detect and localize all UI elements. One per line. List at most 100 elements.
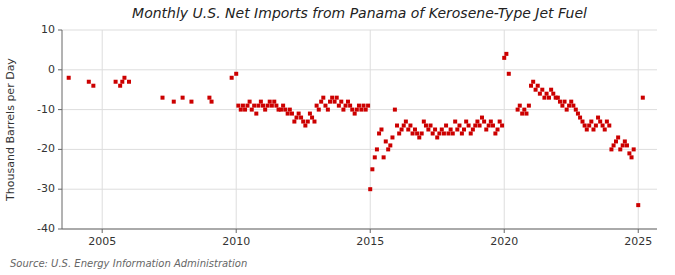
point (353, 112, 357, 116)
point (527, 104, 531, 108)
point (127, 80, 131, 84)
point (283, 108, 287, 112)
point (118, 84, 122, 88)
x-grid-line (370, 30, 371, 229)
x-grid-line (638, 30, 639, 229)
point (609, 147, 613, 151)
point (627, 151, 631, 155)
point (317, 108, 321, 112)
title: Monthly U.S. Net Imports from Panama of … (132, 5, 587, 21)
y-grid-line (62, 149, 657, 150)
point (339, 100, 343, 104)
x-tick (370, 229, 371, 233)
point (268, 100, 272, 104)
point (390, 135, 394, 139)
point (583, 124, 587, 128)
point (460, 131, 464, 135)
point (400, 128, 404, 132)
point (598, 120, 602, 124)
point (491, 124, 495, 128)
point (261, 104, 265, 108)
point (323, 104, 327, 108)
point (556, 96, 560, 100)
point (632, 147, 636, 151)
point (377, 131, 381, 135)
point (272, 100, 276, 104)
point (496, 128, 500, 132)
point (411, 131, 415, 135)
point (493, 131, 497, 135)
point (605, 120, 609, 124)
point (337, 104, 341, 108)
x-tick (638, 229, 639, 233)
x-tick (236, 229, 237, 233)
point (551, 92, 555, 96)
point (321, 96, 325, 100)
point (406, 128, 410, 132)
point (234, 72, 238, 76)
point (319, 100, 323, 104)
point (379, 128, 383, 132)
point (636, 203, 640, 207)
point (404, 120, 408, 124)
point (373, 155, 377, 159)
point (207, 96, 211, 100)
point (67, 76, 71, 80)
grid (62, 30, 657, 229)
point (563, 100, 567, 104)
point (417, 135, 421, 139)
point (122, 76, 126, 80)
y-tick (58, 189, 62, 190)
point (614, 139, 618, 143)
point (424, 124, 428, 128)
point (516, 108, 520, 112)
point (580, 120, 584, 124)
point (591, 128, 595, 132)
y-grid-line (62, 229, 657, 230)
point (518, 104, 522, 108)
point (489, 120, 493, 124)
point (239, 108, 243, 112)
point (344, 104, 348, 108)
point (437, 131, 441, 135)
point (473, 124, 477, 128)
point (362, 104, 366, 108)
point (500, 124, 504, 128)
x-axis-line (62, 229, 657, 230)
point (478, 124, 482, 128)
point (357, 104, 361, 108)
point (355, 108, 359, 112)
y-tick-label: -10 (37, 103, 55, 116)
point (243, 108, 247, 112)
point (245, 104, 249, 108)
x-tick-label: 2025 (624, 235, 652, 248)
y-grid-line (62, 189, 657, 190)
point (529, 84, 533, 88)
point (250, 108, 254, 112)
point (498, 120, 502, 124)
point (312, 120, 316, 124)
point (359, 108, 363, 112)
point (420, 131, 424, 135)
point (502, 56, 506, 60)
point (301, 120, 305, 124)
point (292, 120, 296, 124)
point (621, 143, 625, 147)
y-tick-label: -20 (37, 142, 55, 155)
point (415, 131, 419, 135)
point (91, 84, 95, 88)
y-tick (58, 69, 62, 70)
point (451, 131, 455, 135)
y-axis-line (62, 30, 63, 229)
point (462, 128, 466, 132)
y-tick (58, 109, 62, 110)
point (507, 72, 511, 76)
x-tick-label: 2010 (222, 235, 250, 248)
ticks: -40-30-20-1001020052010201520202025 (37, 23, 652, 248)
point (408, 124, 412, 128)
point (585, 128, 589, 132)
point (607, 124, 611, 128)
point (578, 116, 582, 120)
point (364, 108, 368, 112)
point (333, 100, 337, 104)
